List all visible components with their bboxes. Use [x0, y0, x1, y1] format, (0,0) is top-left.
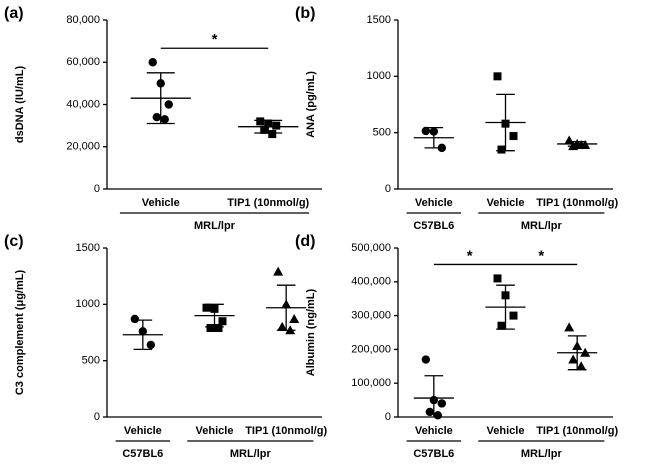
point: [281, 299, 292, 309]
panel-label: (b): [295, 5, 315, 22]
point: [272, 121, 281, 130]
y-tick-label: 0: [94, 411, 100, 423]
strain-label: MRL/lpr: [521, 220, 563, 232]
panel-label: (d): [295, 233, 315, 250]
group-label: Vehicle: [415, 425, 453, 437]
group-label: Vehicle: [124, 425, 162, 437]
point: [568, 141, 579, 151]
point: [164, 100, 173, 109]
point: [572, 341, 583, 351]
point: [285, 325, 296, 335]
group-label: Vehicle: [142, 197, 180, 209]
point: [206, 323, 215, 332]
significance-label: *: [467, 247, 473, 264]
strain-label: MRL/lpr: [194, 220, 236, 232]
point: [146, 340, 156, 350]
y-axis-label: ANA (pg/mL): [305, 71, 317, 138]
point: [576, 140, 587, 150]
strain-label: C57BL6: [413, 448, 454, 460]
point: [509, 132, 518, 141]
point: [289, 313, 300, 323]
y-axis-label: Albumin (ng/mL): [305, 288, 317, 376]
point: [493, 72, 502, 81]
strain-label: C57BL6: [122, 448, 163, 460]
panel-label: (c): [4, 233, 24, 250]
y-tick-label: 500: [82, 355, 100, 367]
point: [425, 407, 435, 417]
strain-label: MRL/lpr: [230, 448, 272, 460]
point: [218, 317, 227, 326]
strain-label: C57BL6: [413, 220, 454, 232]
point: [260, 125, 269, 134]
point: [273, 266, 284, 276]
panel-label: (a): [4, 5, 24, 22]
point: [580, 347, 591, 357]
point: [202, 303, 211, 312]
point: [214, 323, 223, 332]
y-tick-label: 60,000: [66, 56, 100, 68]
point: [433, 411, 443, 420]
y-tick-label: 300,000: [351, 310, 391, 322]
y-tick-label: 500: [373, 127, 391, 139]
group-label: Vehicle: [487, 197, 525, 209]
point: [256, 117, 265, 126]
point: [493, 274, 502, 283]
y-tick-label: 40,000: [66, 98, 100, 110]
point: [437, 143, 447, 153]
y-tick-label: 1000: [367, 70, 391, 82]
point: [421, 355, 431, 364]
y-tick-label: 1500: [76, 242, 100, 254]
point: [429, 395, 439, 405]
point: [148, 58, 157, 67]
point: [264, 119, 273, 128]
y-tick-label: 0: [385, 411, 391, 423]
point: [277, 321, 288, 331]
point: [576, 361, 587, 371]
y-tick-label: 20,000: [66, 141, 100, 153]
group-label: TIP1 (10nmol/g): [245, 425, 327, 437]
point: [130, 314, 140, 324]
strain-label: MRL/lpr: [521, 448, 563, 460]
group-label: TIP1 (10nmol/g): [227, 197, 309, 209]
point: [501, 119, 510, 128]
y-tick-label: 400,000: [351, 276, 391, 288]
y-tick-label: 500,000: [351, 242, 391, 254]
point: [210, 304, 219, 313]
y-tick-label: 1000: [76, 298, 100, 310]
group-label: TIP1 (10nmol/g): [536, 425, 618, 437]
y-tick-label: 0: [385, 183, 391, 195]
point: [138, 327, 148, 336]
point: [160, 115, 169, 124]
point: [152, 112, 161, 122]
point: [568, 354, 579, 364]
significance-label: *: [212, 31, 218, 48]
point: [429, 127, 439, 136]
point: [437, 399, 447, 408]
y-tick-label: 0: [94, 183, 100, 195]
significance-label: *: [538, 247, 544, 264]
group-label: Vehicle: [415, 197, 453, 209]
point: [509, 311, 518, 320]
point: [497, 321, 506, 330]
y-tick-label: 100,000: [351, 377, 391, 389]
y-tick-label: 80,000: [66, 14, 100, 26]
group-label: Vehicle: [196, 425, 234, 437]
point: [564, 135, 575, 145]
point: [421, 126, 431, 136]
point: [156, 79, 165, 88]
y-axis-label: dsDNA (IU/mL): [14, 66, 26, 144]
group-label: TIP1 (10nmol/g): [536, 197, 618, 209]
group-label: Vehicle: [487, 425, 525, 437]
y-axis-label: C3 complement (μg/mL): [14, 270, 26, 396]
y-tick-label: 1500: [367, 14, 391, 26]
y-tick-label: 200,000: [351, 343, 391, 355]
point: [497, 145, 506, 154]
point: [501, 291, 510, 300]
point: [268, 130, 277, 139]
point: [564, 322, 575, 332]
